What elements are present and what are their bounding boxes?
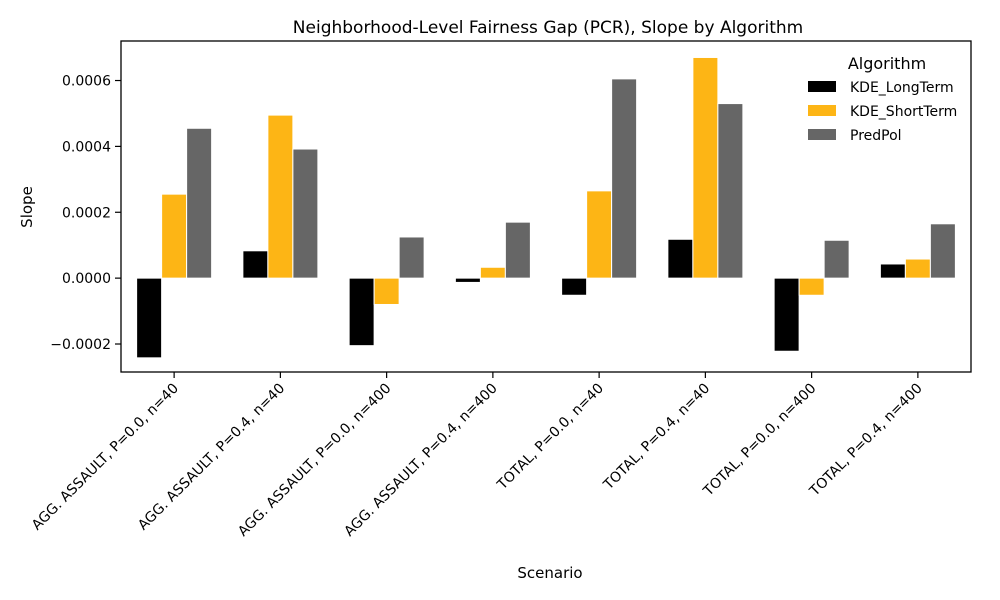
bar-kde-longterm-6: [773, 277, 800, 352]
y-axis-label: Slope: [18, 186, 36, 228]
legend-swatch-predpol: [808, 129, 836, 140]
bar-predpol-6: [823, 239, 850, 279]
legend-title: Algorithm: [848, 54, 926, 73]
bar-kde-shortterm-7: [904, 258, 931, 279]
x-tick-label: TOTAL, P=0.0, n=400: [700, 381, 819, 500]
axes-frame: [120, 40, 972, 373]
bar-predpol-0: [186, 127, 213, 279]
bar-kde-longterm-3: [454, 277, 481, 283]
chart-title: Neighborhood-Level Fairness Gap (PCR), S…: [293, 18, 803, 38]
bar-kde-shortterm-4: [586, 190, 613, 279]
bar-kde-shortterm-3: [479, 266, 506, 279]
bar-kde-shortterm-6: [798, 277, 825, 296]
y-tick-label: 0.0002: [62, 205, 111, 221]
y-tick-label: −0.0002: [50, 337, 111, 353]
bar-kde-shortterm-1: [267, 114, 294, 279]
bar-predpol-3: [504, 221, 531, 279]
bar-kde-shortterm-0: [161, 193, 188, 279]
bar-kde-longterm-1: [242, 250, 269, 279]
y-tick-label: 0.0004: [62, 139, 111, 155]
bar-kde-longterm-7: [879, 263, 906, 279]
legend-swatch-kde-longterm: [808, 81, 836, 92]
y-tick-label: 0.0006: [62, 74, 111, 90]
x-tick-label: TOTAL, P=0.4, n=40: [600, 381, 713, 494]
bar-predpol-7: [929, 223, 956, 279]
legend-swatch-kde-shortterm: [808, 105, 836, 116]
x-tick-label: TOTAL, P=0.0, n=40: [494, 381, 607, 494]
legend-label-predpol: PredPol: [850, 128, 902, 144]
y-tick-label: 0.0000: [62, 271, 111, 287]
bar-kde-longterm-0: [136, 277, 163, 359]
bar-predpol-2: [398, 236, 425, 279]
legend-label-kde-shortterm: KDE_ShortTerm: [850, 104, 957, 120]
bar-kde-longterm-5: [667, 238, 694, 279]
legend: Algorithm KDE_LongTerm KDE_ShortTerm PredPo…: [808, 54, 957, 144]
bar-kde-longterm-4: [561, 277, 588, 296]
bar-predpol-5: [717, 103, 744, 279]
bar-predpol-4: [611, 78, 638, 279]
legend-label-kde-longterm: KDE_LongTerm: [850, 80, 954, 96]
bar-kde-shortterm-5: [692, 56, 719, 279]
bar-kde-longterm-2: [348, 277, 375, 347]
x-tick-label: TOTAL, P=0.4, n=400: [806, 381, 925, 500]
bar-kde-shortterm-2: [373, 277, 400, 305]
bar-predpol-1: [292, 148, 319, 279]
x-axis-label: Scenario: [517, 564, 582, 582]
